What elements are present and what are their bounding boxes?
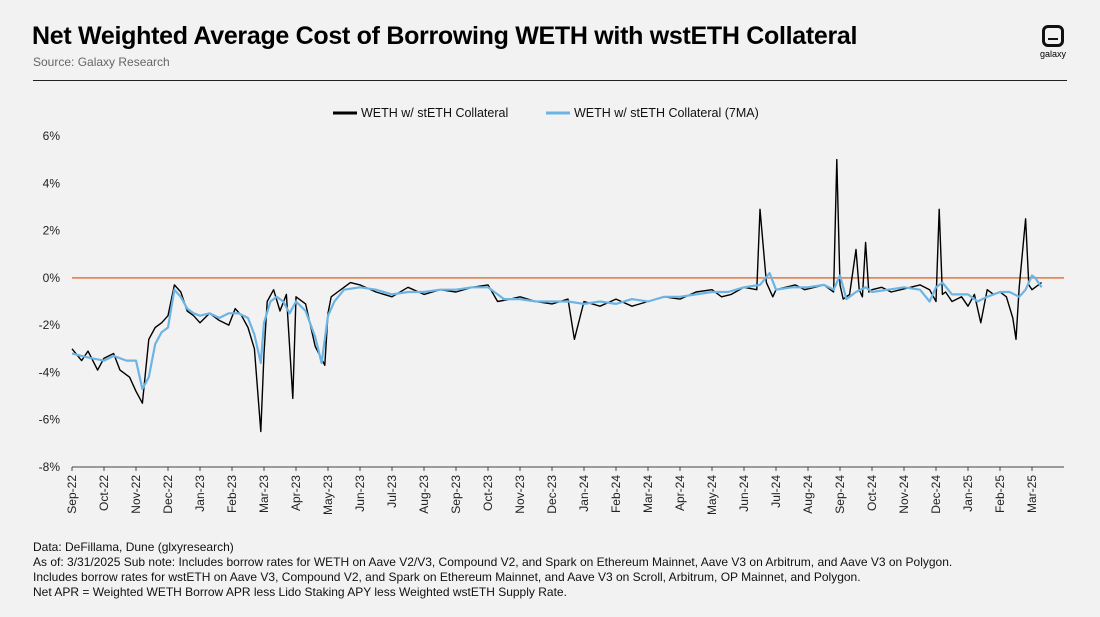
series-line-weth-steth-7ma	[71, 272, 1043, 391]
chart-notes: Data: DeFillama, Dune (glxyresearch) As …	[33, 540, 952, 600]
y-tick-label: -6%	[39, 413, 61, 427]
x-tick-label: Nov-23	[513, 475, 527, 514]
y-tick-label: -2%	[39, 318, 61, 332]
x-tick-label: Aug-23	[417, 475, 431, 514]
x-tick-label: Jan-24	[577, 475, 591, 512]
x-tick-label: Nov-24	[897, 475, 911, 514]
x-tick-label: Aug-24	[801, 475, 815, 514]
x-tick-label: Jun-23	[353, 475, 367, 512]
notes-as-of: As of: 3/31/2025 Sub note: Includes borr…	[33, 555, 953, 569]
y-tick-label: 0%	[43, 271, 61, 285]
x-tick-label: Nov-22	[129, 475, 143, 514]
galaxy-logo-text: galaxy	[1039, 49, 1066, 59]
x-tick-label: Oct-23	[481, 475, 495, 511]
x-tick-label: Jan-23	[193, 475, 207, 512]
x-tick-label: Feb-24	[609, 475, 623, 513]
x-tick-label: Sep-22	[65, 475, 79, 514]
x-tick-label: May-24	[705, 475, 719, 515]
legend-label: WETH w/ stETH Collateral (7MA)	[574, 106, 759, 120]
x-tick-label: Mar-23	[257, 475, 271, 513]
header-divider	[33, 80, 1067, 81]
y-tick-label: 6%	[43, 129, 61, 143]
x-tick-label: Sep-23	[449, 475, 463, 514]
y-tick-label: 2%	[43, 224, 61, 238]
chart-title: Net Weighted Average Cost of Borrowing W…	[32, 22, 858, 50]
x-tick-label: Mar-25	[1025, 475, 1039, 513]
x-tick-label: Jul-23	[385, 475, 399, 508]
galaxy-logo-icon	[1042, 25, 1064, 47]
x-tick-label: Mar-24	[641, 475, 655, 513]
y-tick-label: -8%	[39, 460, 61, 474]
notes-net-apr-definition: Net APR = Weighted WETH Borrow APR less …	[33, 585, 567, 599]
chart-source: Source: Galaxy Research	[33, 55, 170, 69]
x-tick-label: Dec-23	[545, 475, 559, 514]
galaxy-logo: galaxy	[1037, 25, 1069, 67]
x-tick-label: Jan-25	[961, 475, 975, 512]
x-tick-label: Dec-24	[929, 475, 943, 514]
x-tick-label: Jun-24	[737, 475, 751, 512]
x-tick-label: Feb-23	[225, 475, 239, 513]
x-tick-label: Oct-22	[97, 475, 111, 511]
x-tick-label: Apr-23	[289, 475, 303, 511]
x-tick-label: Oct-24	[865, 475, 879, 511]
notes-wsteth-rates: Includes borrow rates for wstETH on Aave…	[33, 570, 861, 584]
y-tick-label: 4%	[43, 176, 61, 190]
y-tick-label: -4%	[39, 365, 61, 379]
series-line-weth-steth	[71, 158, 1043, 433]
x-tick-label: May-23	[321, 475, 335, 515]
x-tick-label: Jul-24	[769, 475, 783, 508]
x-tick-label: Feb-25	[993, 475, 1007, 513]
x-tick-label: Sep-24	[833, 475, 847, 514]
x-tick-label: Apr-24	[673, 475, 687, 511]
line-chart: -8% -6% -4% -2% 0% 2% 4% 6% Sep-22 Oct-22 Nov-22 De…	[39, 106, 1064, 515]
x-tick-label: Dec-22	[161, 475, 175, 514]
notes-data-source: Data: DeFillama, Dune (glxyresearch)	[33, 540, 234, 554]
legend-label: WETH w/ stETH Collateral	[361, 106, 508, 120]
